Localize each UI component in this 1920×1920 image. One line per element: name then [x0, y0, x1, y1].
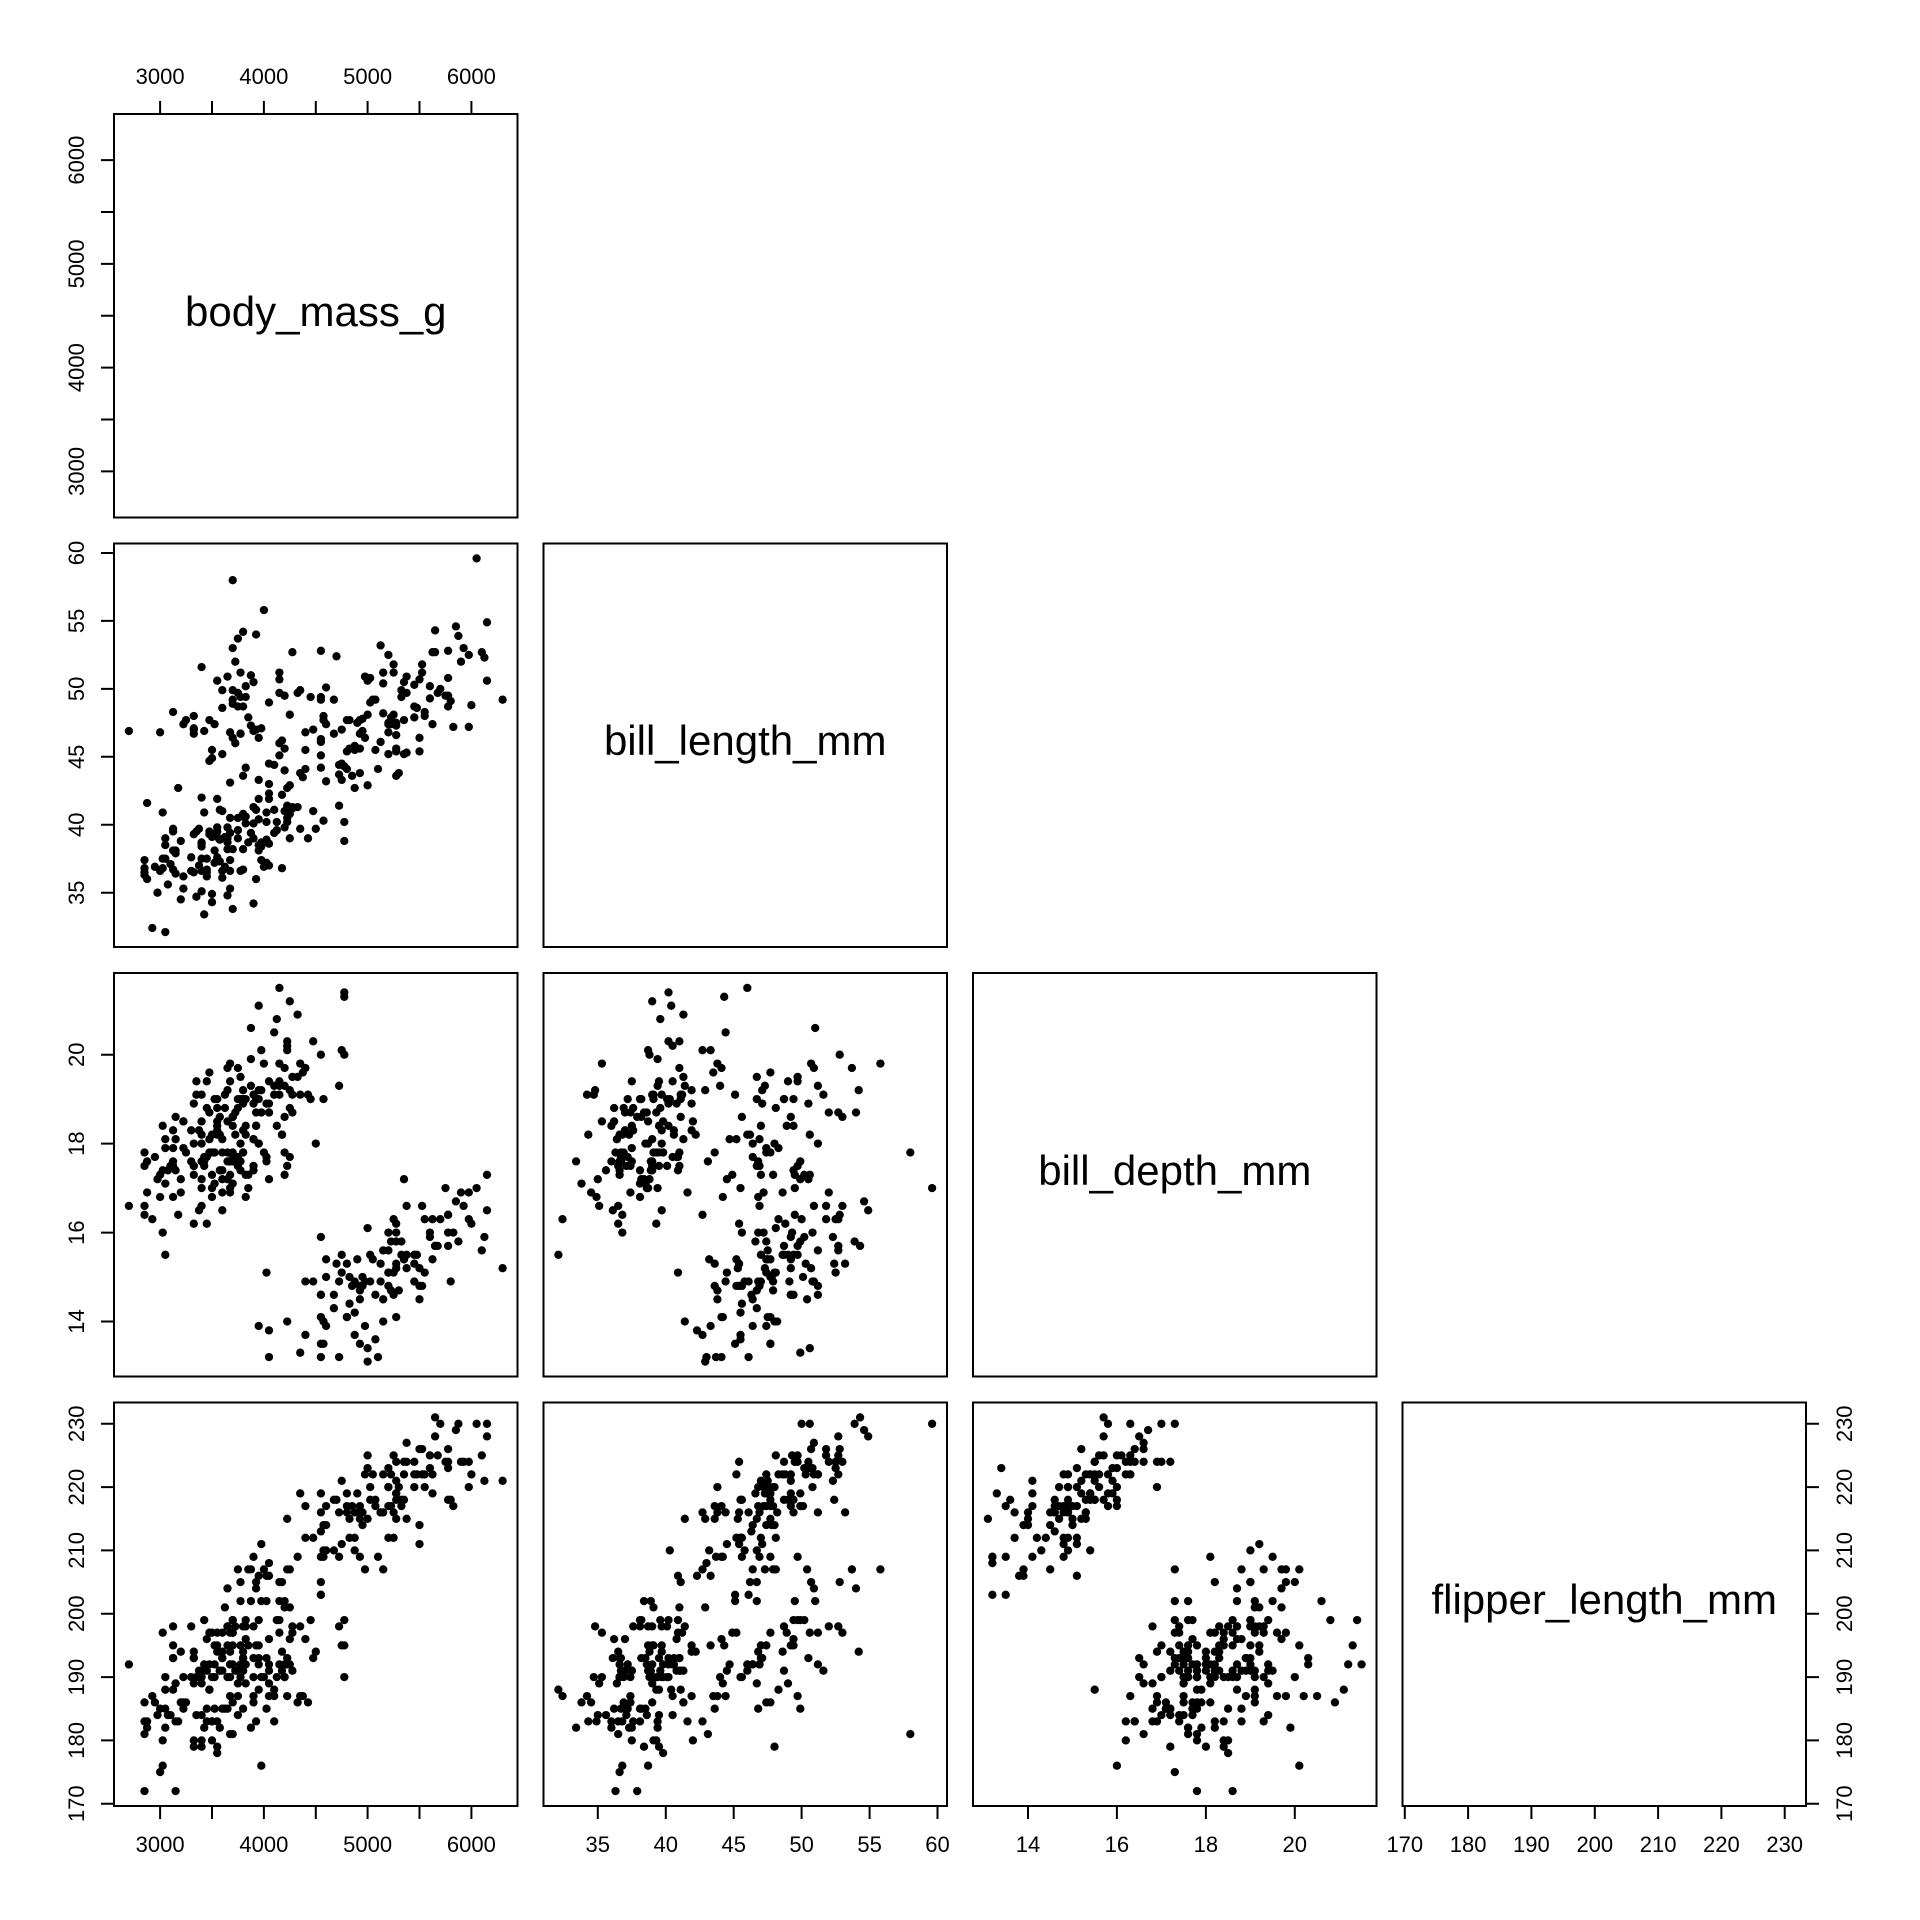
svg-text:45: 45 [721, 1832, 745, 1857]
svg-text:60: 60 [64, 541, 89, 565]
svg-text:200: 200 [64, 1595, 89, 1632]
svg-text:35: 35 [64, 880, 89, 904]
svg-text:200: 200 [1576, 1832, 1613, 1857]
svg-text:18: 18 [64, 1131, 89, 1155]
svg-text:190: 190 [64, 1659, 89, 1696]
svg-text:18: 18 [1194, 1832, 1218, 1857]
svg-text:210: 210 [64, 1532, 89, 1569]
svg-text:230: 230 [1766, 1832, 1803, 1857]
svg-text:3000: 3000 [64, 447, 89, 496]
svg-text:6000: 6000 [64, 136, 89, 185]
svg-text:flipper_length_mm: flipper_length_mm [1431, 1576, 1777, 1623]
svg-text:20: 20 [64, 1042, 89, 1066]
svg-text:3000: 3000 [136, 64, 185, 89]
svg-text:14: 14 [64, 1309, 89, 1333]
svg-text:210: 210 [1640, 1832, 1677, 1857]
svg-text:190: 190 [1832, 1659, 1857, 1696]
svg-text:180: 180 [1832, 1722, 1857, 1759]
svg-text:5000: 5000 [343, 64, 392, 89]
svg-text:170: 170 [1386, 1832, 1423, 1857]
svg-text:220: 220 [64, 1469, 89, 1506]
svg-text:45: 45 [64, 745, 89, 769]
svg-text:180: 180 [1450, 1832, 1487, 1857]
svg-text:220: 220 [1832, 1469, 1857, 1506]
svg-text:4000: 4000 [239, 1832, 288, 1857]
svg-text:4000: 4000 [239, 64, 288, 89]
svg-text:170: 170 [1832, 1785, 1857, 1822]
svg-text:bill_depth_mm: bill_depth_mm [1038, 1147, 1311, 1194]
svg-text:3000: 3000 [136, 1832, 185, 1857]
svg-text:210: 210 [1832, 1532, 1857, 1569]
svg-text:55: 55 [64, 609, 89, 633]
svg-text:230: 230 [1832, 1405, 1857, 1442]
svg-text:5000: 5000 [64, 239, 89, 288]
svg-text:50: 50 [789, 1832, 813, 1857]
svg-text:4000: 4000 [64, 343, 89, 392]
svg-text:16: 16 [64, 1220, 89, 1244]
svg-text:60: 60 [925, 1832, 949, 1857]
svg-text:16: 16 [1105, 1832, 1129, 1857]
svg-text:body_mass_g: body_mass_g [185, 288, 447, 335]
svg-text:50: 50 [64, 677, 89, 701]
svg-text:14: 14 [1016, 1832, 1040, 1857]
svg-text:bill_length_mm: bill_length_mm [604, 717, 886, 764]
svg-text:35: 35 [586, 1832, 610, 1857]
svg-text:190: 190 [1513, 1832, 1550, 1857]
svg-text:220: 220 [1703, 1832, 1740, 1857]
svg-text:40: 40 [64, 812, 89, 836]
svg-text:6000: 6000 [447, 1832, 496, 1857]
svg-text:55: 55 [857, 1832, 881, 1857]
svg-text:230: 230 [64, 1405, 89, 1442]
svg-text:180: 180 [64, 1722, 89, 1759]
svg-text:40: 40 [654, 1832, 678, 1857]
svg-text:170: 170 [64, 1785, 89, 1822]
svg-text:20: 20 [1283, 1832, 1307, 1857]
svg-text:6000: 6000 [447, 64, 496, 89]
svg-text:5000: 5000 [343, 1832, 392, 1857]
svg-text:200: 200 [1832, 1595, 1857, 1632]
